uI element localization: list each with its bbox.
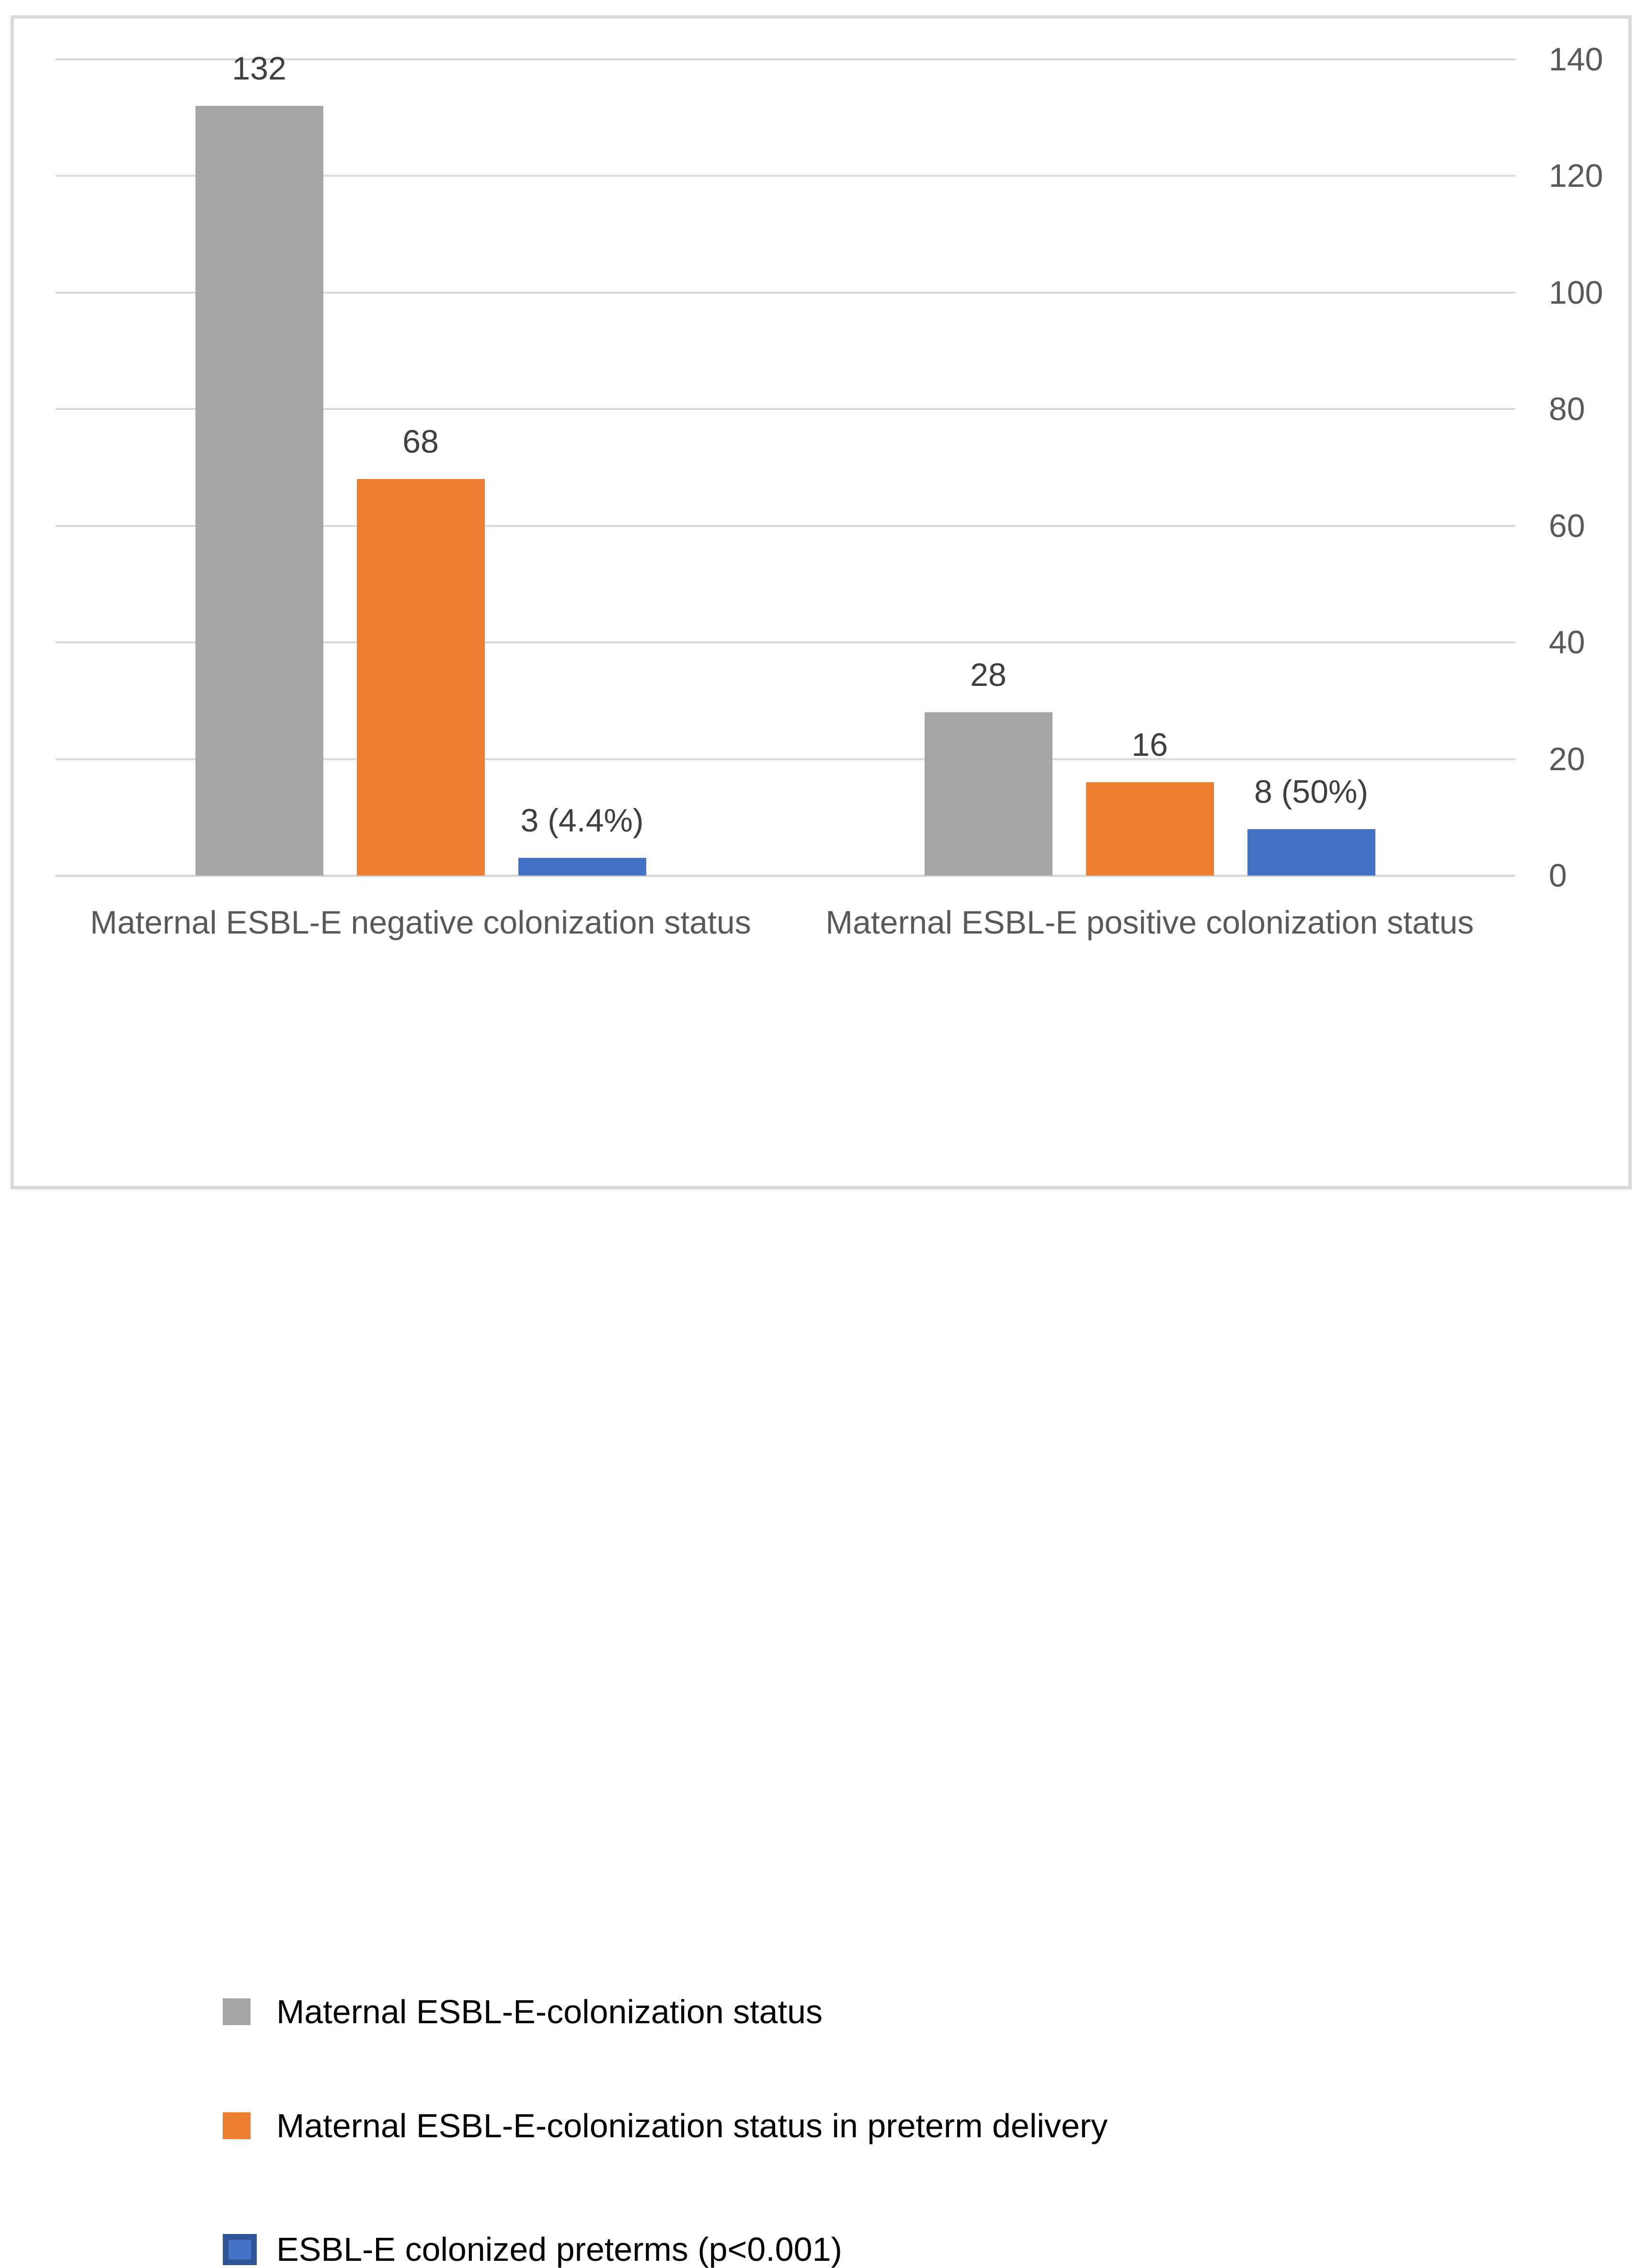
x-axis-line (56, 875, 1515, 877)
bar-gray-group1 (195, 106, 323, 876)
legend-label: Maternal ESBL-E-colonization status in p… (276, 2107, 1108, 2144)
legend-swatch (223, 2112, 251, 2139)
gridline (56, 58, 1515, 60)
y-axis-tick-label: 100 (1549, 274, 1603, 311)
data-label: 28 (970, 657, 1006, 693)
y-axis-tick-label: 80 (1549, 391, 1585, 427)
gridline (56, 175, 1515, 177)
y-axis-tick-label: 0 (1549, 857, 1567, 894)
y-axis-tick-label: 120 (1549, 158, 1603, 194)
category-label: Maternal ESBL-E positive colonization st… (825, 904, 1474, 941)
data-label: 68 (402, 423, 439, 460)
gridline (56, 408, 1515, 410)
data-label: 3 (4.4%) (520, 802, 644, 839)
legend-label: Maternal ESBL-E-colonization status (276, 1993, 823, 2030)
figure-border (11, 15, 1632, 1189)
y-axis-tick-label: 60 (1549, 508, 1585, 544)
bar-orange-group1 (357, 479, 485, 876)
data-label: 16 (1132, 727, 1168, 763)
data-label: 8 (50%) (1254, 774, 1369, 810)
bar-gray-group2 (925, 712, 1052, 876)
y-axis-tick-label: 140 (1549, 41, 1603, 78)
chart-figure: 132 28 68 16 3 (4.4%) 8 (50%) 0 20 40 60 80 100 120… (11, 15, 1632, 2267)
bar-blue-group2 (1247, 829, 1375, 876)
gridline (56, 525, 1515, 527)
legend-swatch (223, 2234, 257, 2265)
gridline (56, 641, 1515, 643)
category-label: Maternal ESBL-E negative colonization st… (90, 904, 751, 941)
legend-swatch (223, 1998, 251, 2025)
gridline (56, 758, 1515, 760)
gridline (56, 292, 1515, 294)
legend-label: ESBL-E colonized preterms (p<0.001) (276, 2231, 842, 2268)
bar-blue-group1 (518, 858, 646, 876)
plot-area: 132 28 68 16 3 (4.4%) 8 (50%) (56, 50, 1515, 877)
y-axis-tick-label: 20 (1549, 741, 1585, 777)
data-label: 132 (232, 50, 286, 87)
bar-orange-group2 (1086, 782, 1214, 876)
y-axis-tick-label: 40 (1549, 624, 1585, 661)
